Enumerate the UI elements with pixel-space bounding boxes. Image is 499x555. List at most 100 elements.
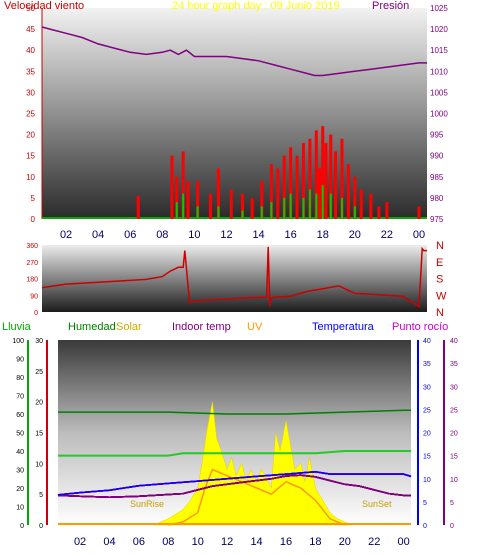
uv-line xyxy=(168,468,346,526)
wind-bar xyxy=(314,130,318,219)
temperature-y-tick: 20 xyxy=(423,431,431,438)
pressure-y-tick: 1005 xyxy=(430,88,448,97)
direction-compass-label: S xyxy=(436,274,443,286)
chart-title: 24 hour graph day : 09 Junio 2019 xyxy=(172,0,340,12)
gust-bar xyxy=(260,206,263,219)
bottom-x-tick: 02 xyxy=(74,536,86,548)
dewpoint-y-tick: 5 xyxy=(450,500,454,507)
gust-bar xyxy=(270,202,273,219)
humidity-y-tick: 70 xyxy=(16,394,24,401)
gust-bar xyxy=(283,197,286,219)
wind-y-tick: 45 xyxy=(26,25,35,34)
wind-bar xyxy=(318,168,322,219)
solar-y-tick: 10 xyxy=(35,461,43,468)
direction-compass-label: W xyxy=(436,290,447,302)
top-plot-area xyxy=(42,8,427,219)
pressure-y-tick: 975 xyxy=(430,215,444,224)
direction-compass-label: E xyxy=(436,257,443,269)
top-x-tick: 02 xyxy=(60,229,72,241)
wind-bar xyxy=(308,138,312,219)
gust-bar xyxy=(302,197,305,219)
gust-bar xyxy=(315,193,318,219)
dewpoint-y-tick: 10 xyxy=(450,477,458,484)
direction-y-tick: 0 xyxy=(34,310,38,317)
legend-uv: UV xyxy=(247,321,263,333)
wind-y-tick: 40 xyxy=(26,46,35,55)
direction-plot-area xyxy=(42,245,427,312)
bottom-x-tick: 10 xyxy=(192,536,204,548)
top-x-tick: 18 xyxy=(317,229,329,241)
humidity-y-tick: 40 xyxy=(16,449,24,456)
gust-bar xyxy=(329,193,332,219)
top-x-tick: 12 xyxy=(220,229,232,241)
direction-y-tick: 180 xyxy=(26,277,38,284)
pressure-y-tick: 1010 xyxy=(430,67,448,76)
dewpoint-y-tick: 25 xyxy=(450,407,458,414)
bottom-x-tick: 08 xyxy=(162,536,174,548)
wind-bar xyxy=(369,193,373,219)
top-x-tick: 00 xyxy=(413,229,425,241)
humidity-y-tick: 20 xyxy=(16,486,24,493)
wind-bar xyxy=(334,151,338,219)
direction-line xyxy=(41,246,427,308)
direction-y-tick: 360 xyxy=(26,243,38,250)
pressure-y-tick: 985 xyxy=(430,173,444,182)
temperature-y-tick: 15 xyxy=(423,454,431,461)
top-x-tick: 10 xyxy=(188,229,200,241)
rain-line xyxy=(58,450,411,457)
wind-bar xyxy=(196,181,200,219)
dewpoint-y-tick: 40 xyxy=(450,338,458,345)
wind-bar xyxy=(289,147,293,219)
wind-bar xyxy=(269,164,273,219)
bottom-x-tick: 00 xyxy=(398,536,410,548)
dewpoint-y-tick: 15 xyxy=(450,454,458,461)
wind-y-tick: 25 xyxy=(26,110,35,119)
direction-y-tick: 90 xyxy=(30,293,38,300)
pressure-y-tick: 1015 xyxy=(430,46,448,55)
gust-bar xyxy=(241,210,244,219)
dewpoint-y-tick: 0 xyxy=(450,523,454,530)
annotation-sunset: SunSet xyxy=(362,499,392,509)
legend-dewpoint: Punto rocío xyxy=(392,321,448,333)
wind-bar xyxy=(321,126,325,219)
dewpoint-y-tick: 20 xyxy=(450,431,458,438)
top-x-tick: 16 xyxy=(285,229,297,241)
gust-bar xyxy=(353,206,356,219)
wind-bar xyxy=(417,206,421,219)
wind-bar xyxy=(175,176,179,219)
direction-compass-label: N xyxy=(436,240,444,252)
wind-bar xyxy=(377,206,381,219)
wind-speed-axis-label: Velocidad viento xyxy=(4,0,84,12)
pressure-y-tick: 990 xyxy=(430,152,444,161)
direction-compass-label: N xyxy=(436,307,444,319)
temperature-y-tick: 5 xyxy=(423,500,427,507)
solar-y-tick: 15 xyxy=(35,431,43,438)
humidity-y-tick: 100 xyxy=(12,338,24,345)
wind-bar xyxy=(260,181,264,219)
gust-bar xyxy=(340,197,343,219)
pressure-y-tick: 1000 xyxy=(430,110,448,119)
wind-bar xyxy=(324,143,328,219)
gust-bar xyxy=(321,185,324,219)
wind-y-tick: 10 xyxy=(26,173,35,182)
direction-y-tick: 270 xyxy=(26,260,38,267)
wind-bar xyxy=(186,181,190,219)
gust-bar xyxy=(308,189,311,219)
legend-temperature: Temperatura xyxy=(312,321,375,333)
solar-y-tick: 20 xyxy=(35,400,43,407)
temperature-line xyxy=(57,471,412,496)
wind-bar xyxy=(136,195,140,219)
top-x-tick: 20 xyxy=(349,229,361,241)
pressure-line xyxy=(41,26,427,77)
annotation-sunrise: SunRise xyxy=(130,499,164,509)
wind-bar xyxy=(346,164,350,219)
gust-bar xyxy=(196,206,199,219)
wind-bar xyxy=(276,168,280,219)
wind-bar xyxy=(229,189,233,219)
temperature-y-tick: 25 xyxy=(423,407,431,414)
bottom-x-tick: 18 xyxy=(309,536,321,548)
wind-bar xyxy=(385,202,389,219)
wind-y-tick: 50 xyxy=(26,4,35,13)
humidity-y-tick: 0 xyxy=(20,523,24,530)
